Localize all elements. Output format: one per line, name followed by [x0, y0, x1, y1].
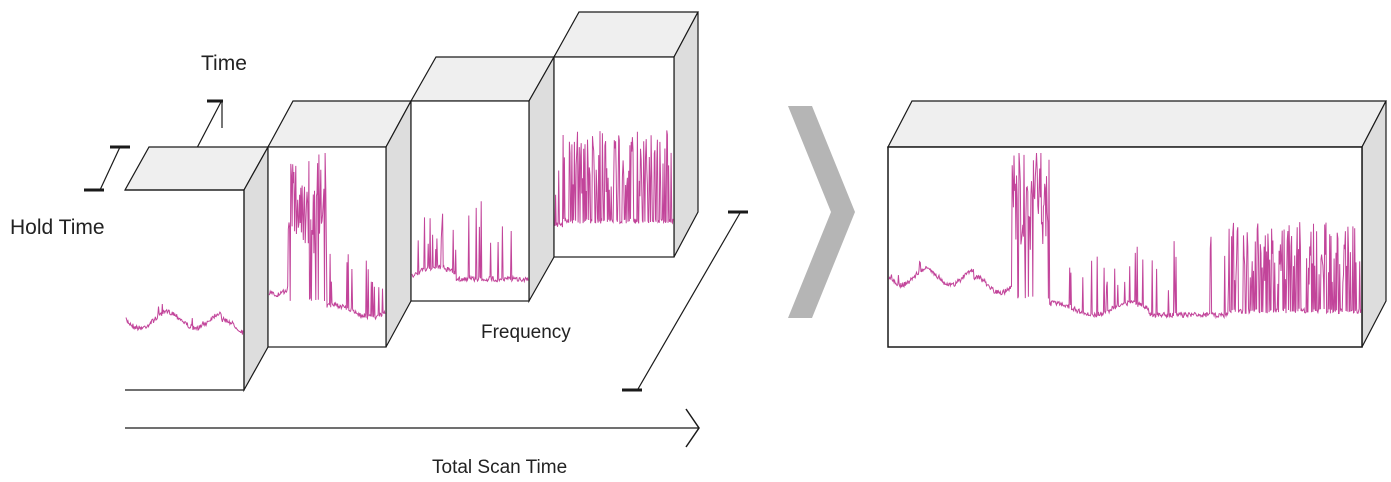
hold-time-label: Hold Time [10, 216, 105, 239]
scan-box-3 [409, 54, 556, 304]
frequency-bracket [622, 210, 748, 392]
time-label: Time [201, 52, 247, 75]
result-box [887, 100, 1387, 348]
hold-time-bracket [84, 145, 130, 192]
scan-box-1 [123, 144, 270, 393]
chevron-right-icon [788, 106, 855, 318]
signal-trace [268, 152, 386, 321]
signal-trace [125, 303, 244, 335]
signal-trace [554, 130, 674, 228]
total-scan-time-label: Total Scan Time [432, 457, 567, 477]
scan-box-2 [266, 100, 413, 348]
signal-trace [411, 201, 529, 284]
frequency-label: Frequency [481, 322, 571, 343]
scan-box-4 [552, 11, 699, 258]
signal-trace [888, 152, 1362, 320]
total-scan-time-arrow [125, 408, 700, 448]
